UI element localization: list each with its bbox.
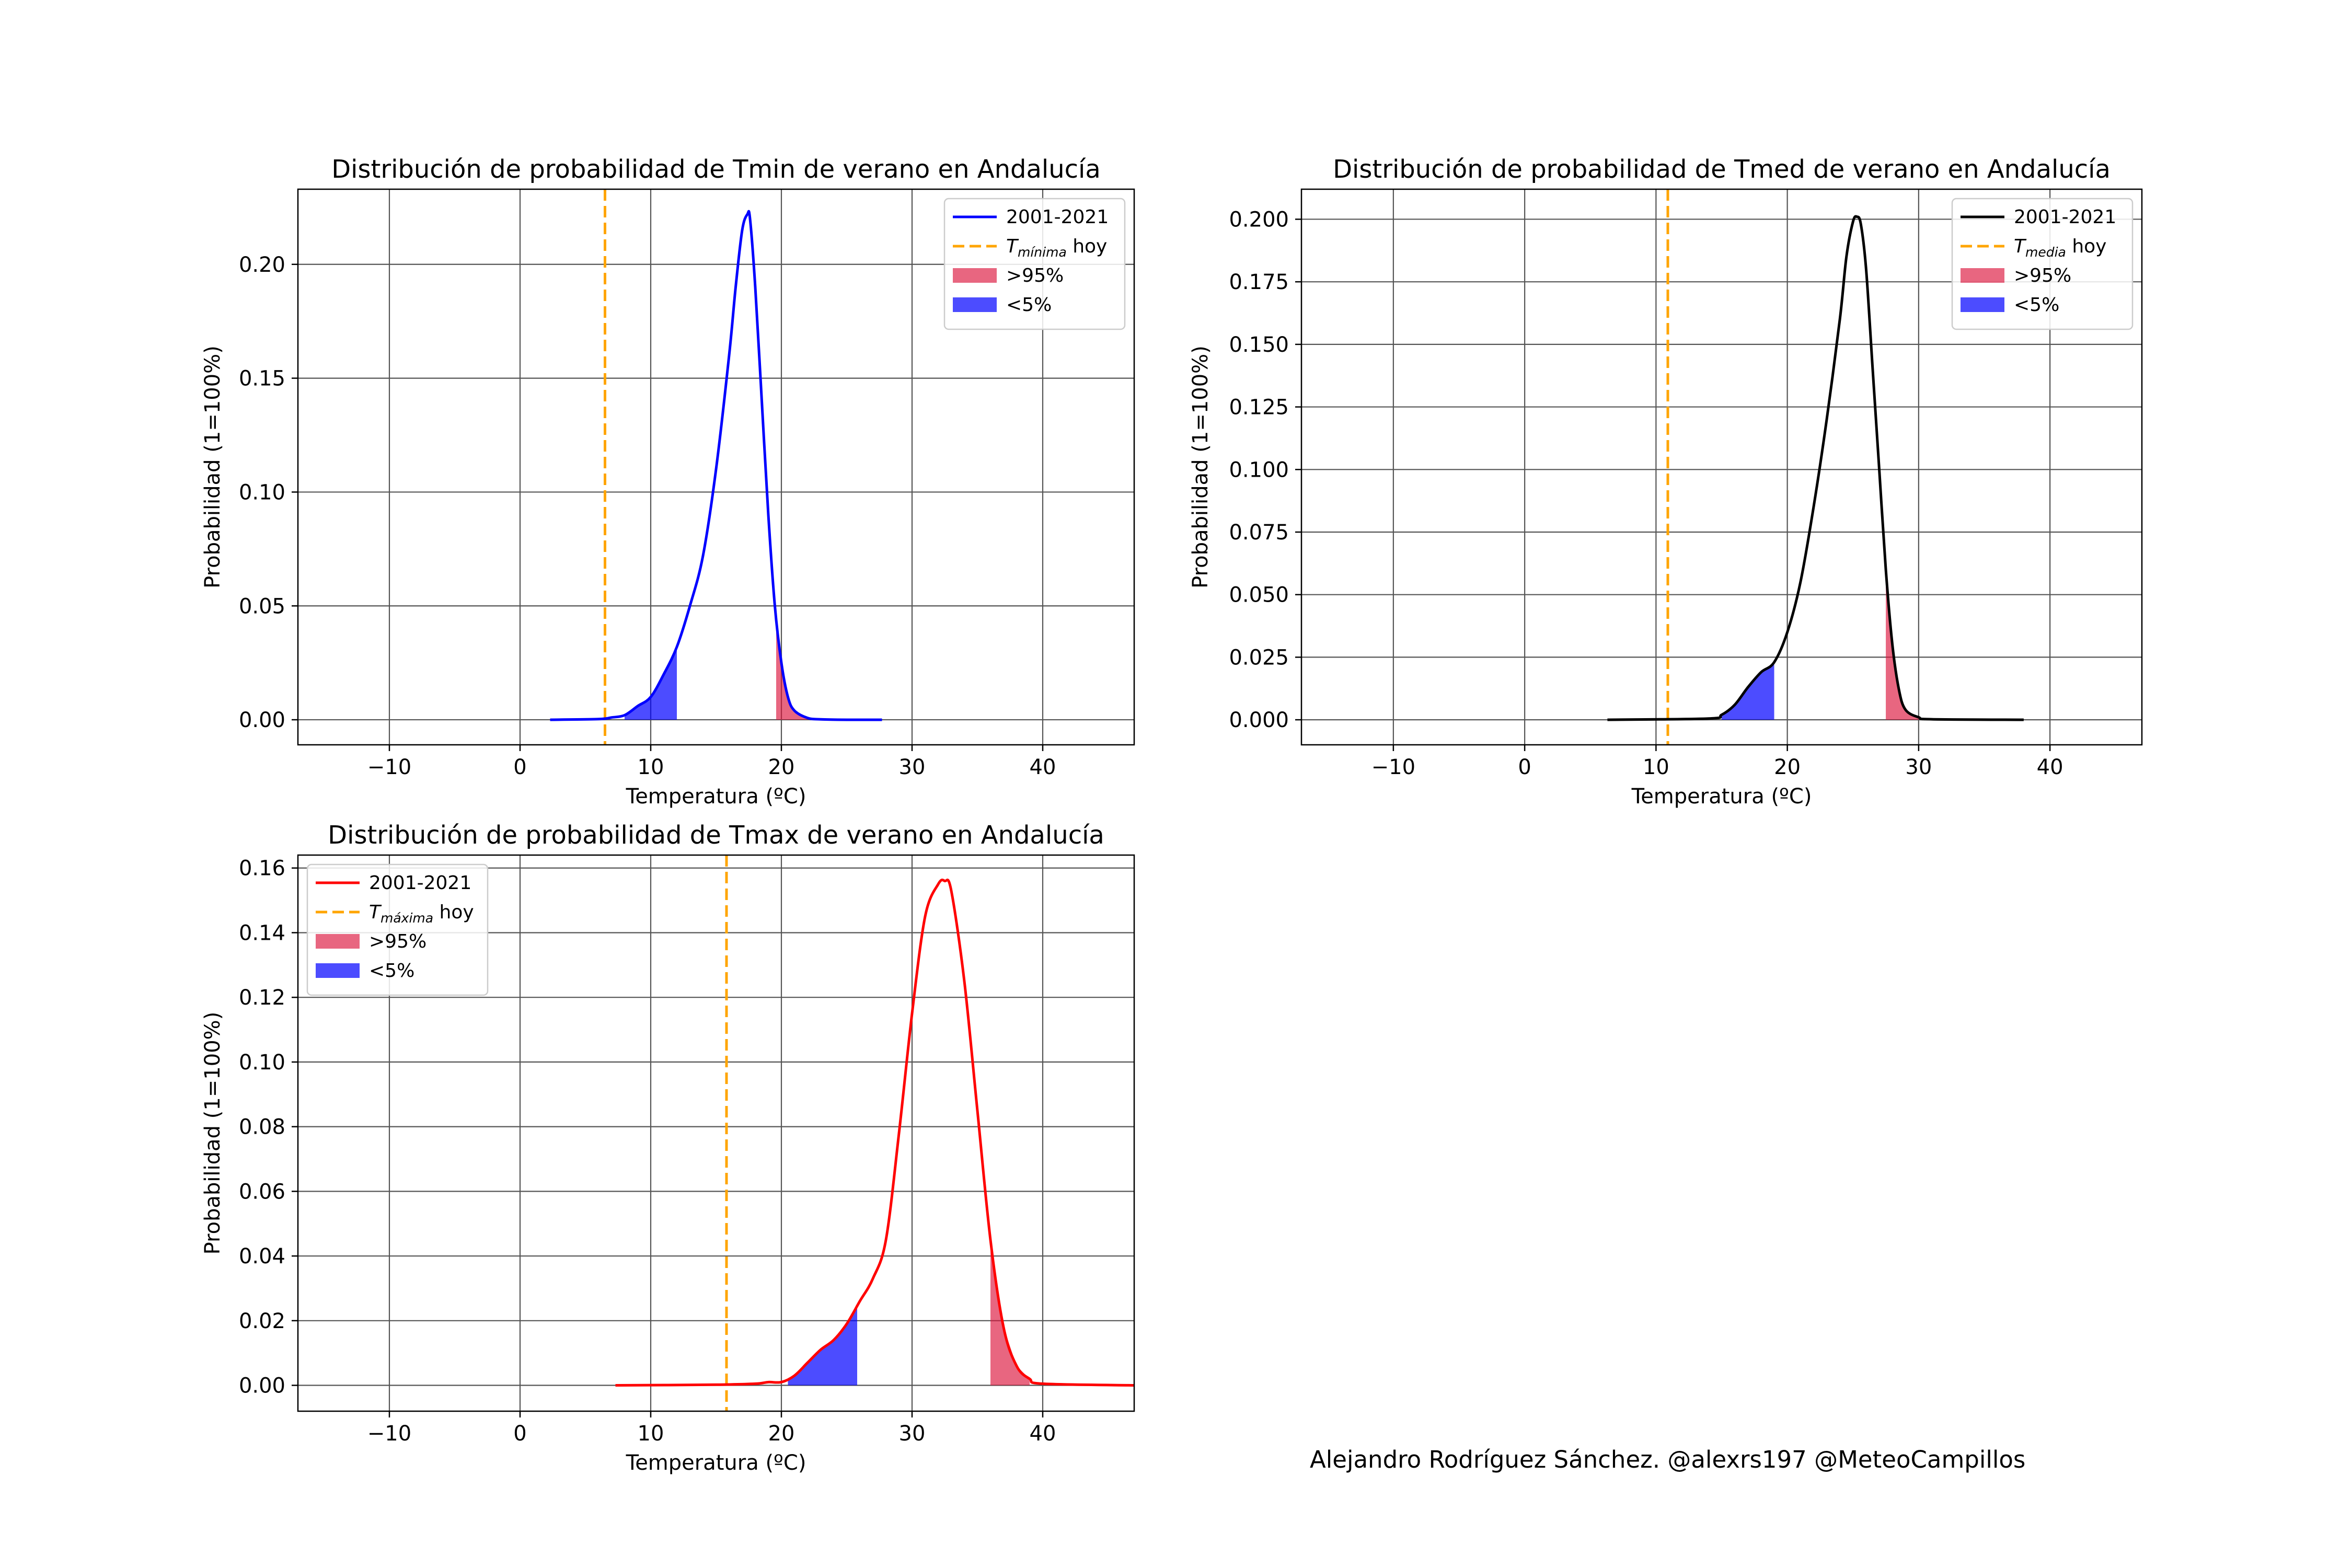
chart3-ytick-label: 0.00 [239, 1374, 285, 1398]
chart3-legend-series-label: 2001-2021 [369, 872, 471, 894]
chart2-series-line [1607, 215, 2024, 721]
chart2-title: Distribución de probabilidad de Tmed de … [1333, 155, 2111, 184]
chart3-xtick-label: 20 [768, 1422, 795, 1446]
chart1-ytick-label: 0.05 [239, 594, 285, 618]
chart1-legend-fill-label: >95% [1006, 265, 1064, 286]
chart2-ytick-label: 0.000 [1229, 708, 1289, 732]
chart2-legend-fill-swatch [1961, 268, 2004, 283]
chart2-fill-high [1886, 569, 1919, 720]
chart2-legend: 2001-2021 Tmedia hoy >95% <5% [1951, 198, 2134, 330]
chart1-fill-low [625, 647, 677, 720]
chart2-legend-fill-label: <5% [2014, 294, 2059, 316]
chart2-ytick-label: 0.025 [1229, 645, 1289, 670]
chart1-legend-today-T: T [1006, 236, 1019, 257]
chart3-xtick-label: −10 [367, 1422, 411, 1446]
chart2-ytick-label: 0.200 [1229, 207, 1289, 232]
chart1-legend-today-label: Tmínima hoy [1006, 236, 1107, 260]
chart3-series-line [615, 879, 1134, 1387]
chart3-xtick-label: 30 [899, 1422, 926, 1446]
chart1-xtick-label: 10 [638, 755, 664, 779]
chart1-legend-fill-swatch [953, 297, 997, 312]
chart3-fill-high [990, 1240, 1030, 1386]
chart1-xlabel: Temperatura (ºC) [626, 785, 806, 809]
chart1-ytick-label: 0.15 [239, 367, 285, 391]
chart1-ytick-label: 0.00 [239, 708, 285, 732]
chart3-ytick-label: 0.08 [239, 1115, 285, 1139]
chart2-xlabel: Temperatura (ºC) [1631, 785, 1812, 809]
chart2-xtick-label: 40 [2037, 755, 2063, 779]
chart2-ytick-label: 0.150 [1229, 333, 1289, 357]
chart3-ytick-label: 0.06 [239, 1180, 285, 1204]
chart3-xtick-label: 10 [638, 1422, 664, 1446]
chart1-xtick-label: 20 [768, 755, 795, 779]
chart1-legend-series-label: 2001-2021 [1006, 206, 1109, 228]
chart1-axes-frame [297, 188, 1135, 746]
chart3-xlabel: Temperatura (ºC) [626, 1451, 806, 1475]
chart3-ylabel: Probabilidad (1=100%) [201, 1012, 225, 1255]
chart2-xtick-label: 10 [1643, 755, 1669, 779]
chart3-legend: 2001-2021 Tmáxima hoy >95% <5% [306, 863, 489, 996]
chart1-group: −10 0 10 20 30 40 0.00 0.05 0.10 0.15 0.20 Distribu… [201, 155, 1135, 809]
chart3-title: Distribución de probabilidad de Tmax de … [328, 821, 1104, 850]
chart1-legend-today-sub: mínima [1018, 245, 1067, 260]
chart3-legend-today-T: T [369, 902, 382, 923]
chart2-ytick-label: 0.125 [1229, 396, 1289, 420]
chart2-group: −10 0 10 20 30 40 0.000 0.025 0.050 0.075 0.100 0.1… [1189, 155, 2143, 809]
chart1-xtick-label: 40 [1030, 755, 1056, 779]
chart1-ylabel: Probabilidad (1=100%) [201, 345, 225, 589]
chart3-legend-fill-swatch [316, 934, 360, 949]
chart3-axes-frame [297, 854, 1135, 1412]
chart2-ytick-label: 0.175 [1229, 270, 1289, 294]
chart1-legend-box [943, 198, 1126, 330]
chart1-title: Distribución de probabilidad de Tmin de … [331, 155, 1101, 184]
chart1-xtick-label: 30 [899, 755, 926, 779]
chart2-xtick-label: 30 [1905, 755, 1932, 779]
chart2-axes-frame [1300, 188, 2143, 746]
chart1-xtick-label: 0 [513, 755, 526, 779]
chart3-legend-fill-label: <5% [369, 960, 414, 982]
chart1-legend-fill-label: <5% [1006, 294, 1052, 316]
chart2-xtick-label: 0 [1518, 755, 1531, 779]
chart1-legend-fill-swatch [953, 268, 997, 283]
chart2-ylabel: Probabilidad (1=100%) [1189, 345, 1213, 589]
chart1-ytick-label: 0.10 [239, 480, 285, 504]
chart2-xtick-label: −10 [1371, 755, 1415, 779]
chart2-ytick-label: 0.075 [1229, 521, 1289, 545]
chart3-legend-fill-label: >95% [369, 931, 426, 952]
chart1-legend-today-rest: hoy [1067, 236, 1108, 257]
chart1-series-line [550, 210, 882, 721]
chart2-legend-today-sub: media [2025, 245, 2066, 260]
chart3-ytick-label: 0.02 [239, 1309, 285, 1333]
chart2-legend-fill-swatch [1961, 297, 2004, 312]
chart1-fill-high [776, 617, 808, 720]
chart2-ytick-label: 0.050 [1229, 583, 1289, 607]
chart2-ytick-label: 0.100 [1229, 458, 1289, 482]
chart3-xtick-label: 40 [1030, 1422, 1056, 1446]
chart3-legend-today-sub: máxima [381, 910, 433, 926]
chart3-xtick-label: 0 [513, 1422, 526, 1446]
chart3-ytick-label: 0.04 [239, 1244, 285, 1269]
chart3-legend-today-label: Tmáxima hoy [369, 902, 474, 926]
chart2-legend-series-label: 2001-2021 [2014, 206, 2116, 228]
chart3-ytick-label: 0.14 [239, 921, 285, 945]
chart2-legend-today-rest: hoy [2066, 236, 2107, 257]
chart3-legend-fill-swatch [316, 963, 360, 978]
credit-text: Alejandro Rodríguez Sánchez. @alexrs197 … [1310, 1446, 2026, 1473]
chart2-legend-today-T: T [2014, 236, 2027, 257]
chart2-legend-today-label: Tmedia hoy [2014, 236, 2106, 260]
chart3-legend-box [306, 863, 489, 996]
chart2-legend-fill-label: >95% [2014, 265, 2071, 286]
chart3-legend-today-rest: hoy [433, 902, 474, 923]
chart3-group: −10 0 10 20 30 40 0.00 0.02 0.04 0.06 0.08 0.10 0.12… [201, 821, 1135, 1475]
chart3-ytick-label: 0.16 [239, 857, 285, 881]
chart1-xtick-label: −10 [367, 755, 411, 779]
chart2-legend-box [1951, 198, 2134, 330]
chart2-xtick-label: 20 [1774, 755, 1801, 779]
chart1-ytick-label: 0.20 [239, 253, 285, 277]
chart3-ytick-label: 0.10 [239, 1051, 285, 1075]
chart3-ytick-label: 0.12 [239, 986, 285, 1010]
